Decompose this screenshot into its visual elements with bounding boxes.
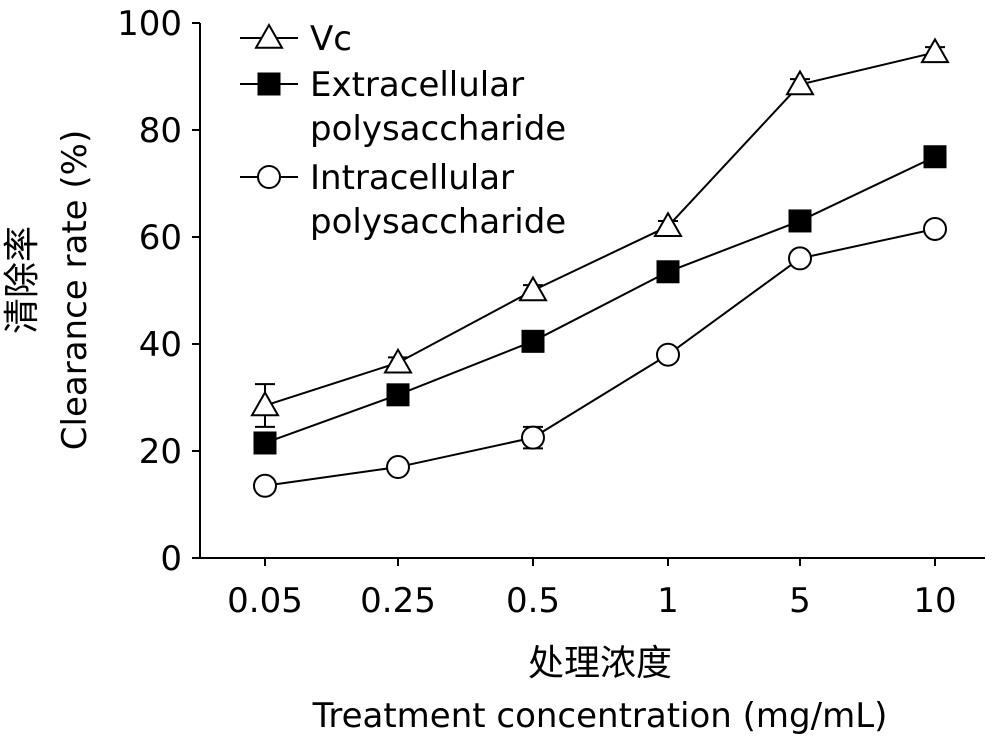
data-point (656, 260, 680, 284)
x-tick-labels: 0.05 0.25 0.5 1 5 10 (227, 581, 956, 621)
data-point (521, 425, 545, 450)
data-point (923, 145, 947, 169)
legend-label: polysaccharide (310, 202, 566, 242)
y-tick-label: 100 (117, 4, 182, 44)
legend-label: Extracellular (310, 65, 524, 105)
data-point (788, 246, 812, 271)
x-axis-title-cn: 处理浓度 (528, 643, 672, 684)
y-axis-title-en: Clearance rate (%) (55, 130, 95, 450)
data-point (386, 383, 410, 407)
data-point (920, 37, 950, 64)
data-point (788, 209, 812, 233)
data-point (785, 69, 815, 96)
x-tick-label: 5 (789, 581, 811, 621)
data-point (653, 211, 683, 238)
legend-label: polysaccharide (310, 109, 566, 149)
series-1 (253, 145, 947, 455)
data-point (383, 347, 413, 374)
y-tick-label: 40 (139, 325, 182, 365)
axes (192, 22, 985, 566)
legend: VcExtracellularpolysaccharideIntracellul… (240, 19, 566, 242)
x-tick-label: 0.5 (506, 581, 560, 621)
y-tick-label: 60 (139, 218, 182, 258)
y-tick-label: 20 (139, 432, 182, 472)
legend-marker (257, 165, 281, 189)
legend-entry: Vc (240, 19, 352, 59)
legend-label: Intracellular (310, 158, 514, 198)
data-point (386, 455, 410, 480)
x-tick-label: 0.25 (360, 581, 436, 621)
legend-label: Vc (310, 19, 352, 59)
x-tick-label: 0.05 (227, 581, 303, 621)
series-layer (250, 37, 950, 498)
data-point (253, 431, 277, 455)
series-line (264, 155, 936, 444)
x-axis-title-en: Treatment concentration (mg/mL) (312, 696, 888, 736)
y-tick-label: 80 (139, 111, 182, 151)
data-point (521, 329, 545, 353)
data-point (253, 473, 277, 498)
legend-marker (254, 22, 284, 49)
legend-marker (257, 72, 281, 96)
x-tick-label: 10 (913, 581, 956, 621)
y-tick-label: 0 (160, 539, 182, 579)
x-tick-label: 1 (657, 581, 679, 621)
data-point (518, 275, 548, 302)
series-line (264, 51, 936, 407)
series-line (264, 227, 936, 487)
y-axis-title-cn: 清除率 (2, 226, 43, 334)
data-point (923, 216, 947, 241)
y-tick-labels: 0 20 40 60 80 100 (117, 4, 182, 579)
series-2 (253, 216, 947, 498)
data-point (656, 342, 680, 367)
data-point (250, 390, 280, 417)
series-0 (250, 37, 950, 428)
